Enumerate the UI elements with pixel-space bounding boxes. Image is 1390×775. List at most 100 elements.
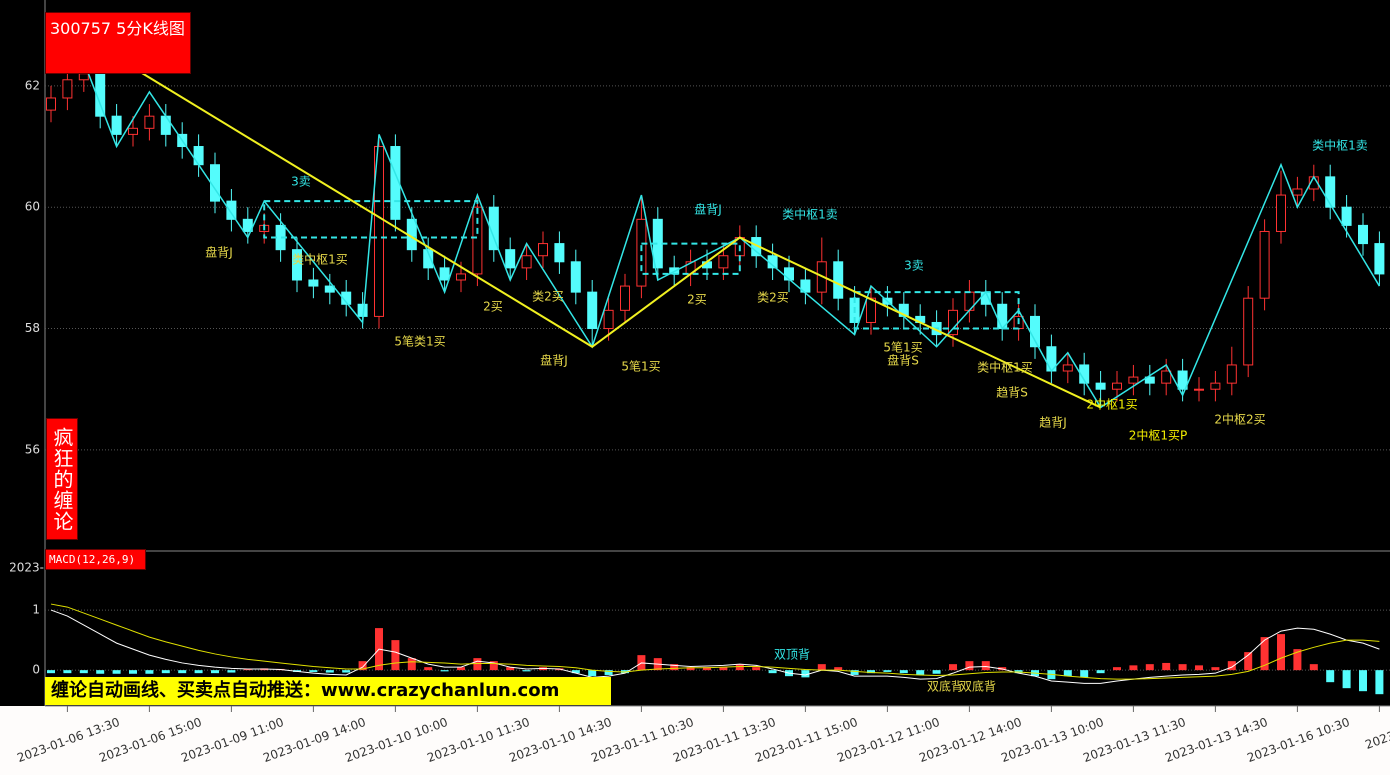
annotation: 双底背: [927, 679, 963, 694]
annotation: 类中枢1卖: [1312, 138, 1368, 153]
candle-body: [554, 243, 565, 263]
annotation: 3卖: [904, 259, 924, 273]
macd-bar: [391, 640, 400, 671]
candle-body: [1062, 364, 1073, 372]
annotation: 类2买: [757, 291, 789, 305]
macd-bar: [588, 670, 597, 677]
macd-line: [50, 603, 1380, 680]
annotation: 2买: [483, 300, 503, 314]
macd-bar: [703, 667, 711, 671]
macd-bar: [1309, 664, 1318, 671]
candle-body: [1374, 243, 1385, 275]
background: [0, 0, 1390, 706]
macd-bar: [1326, 670, 1335, 683]
candle-body: [1194, 388, 1204, 391]
macd-bar: [112, 670, 121, 674]
y-tick-label: 0: [32, 663, 40, 677]
macd-bar: [145, 670, 154, 674]
annotation: 类中枢1卖: [782, 207, 838, 222]
annotation: 类中枢1买: [292, 252, 348, 267]
candle-body: [1177, 370, 1188, 390]
candle-body: [587, 291, 598, 330]
macd-bar: [161, 670, 170, 674]
candle-body: [242, 218, 253, 232]
macd-bar: [1277, 634, 1285, 671]
candle-body: [505, 249, 516, 269]
macd-bar: [1227, 661, 1236, 671]
bi-line: [83, 61, 1381, 409]
candle-body: [423, 249, 434, 269]
zhongshu-box: [640, 242, 741, 275]
macd-bar: [1113, 667, 1121, 671]
macd-bar: [768, 670, 777, 674]
candle-body: [341, 291, 352, 305]
macd-bar: [850, 670, 859, 675]
macd-bar: [883, 670, 892, 672]
candle-body: [111, 115, 122, 135]
macd-bar: [178, 670, 187, 674]
candle-body: [1210, 382, 1221, 390]
macd-bar: [506, 667, 515, 671]
annotation: 盘背J: [205, 245, 233, 260]
macd-bar: [719, 667, 728, 671]
candle-body: [210, 164, 220, 202]
annotation: 5笔1买: [883, 340, 922, 355]
macd-bar: [211, 670, 219, 674]
candle-body: [144, 115, 155, 129]
candle-body: [1112, 382, 1122, 390]
annotation: 盘背J: [540, 353, 568, 368]
candle-body: [292, 249, 302, 281]
candle-body: [456, 273, 466, 281]
macd-bar: [686, 667, 695, 671]
macd-bar: [1293, 649, 1302, 671]
macd-bar: [752, 667, 761, 671]
macd-bar: [1342, 670, 1351, 689]
annotation: 双顶背: [774, 648, 810, 662]
title-box: 300757 5分K线图: [45, 12, 191, 74]
candle-body: [1358, 224, 1368, 245]
candle-body: [46, 97, 56, 111]
macd-bar: [473, 658, 482, 671]
candle-body: [1325, 176, 1336, 208]
candle-body: [1292, 188, 1303, 196]
annotation: 类中枢1买: [977, 360, 1033, 375]
candle-body: [1243, 297, 1254, 366]
candle-body: [833, 261, 844, 299]
macd-bar: [801, 670, 810, 678]
macd-bar: [342, 670, 351, 673]
candle-body: [636, 218, 647, 287]
x-axis-area: [0, 706, 1390, 775]
candle-body: [62, 79, 73, 99]
macd-bar: [1195, 665, 1203, 671]
annotation: 2中枢2买: [1214, 412, 1265, 427]
macd-bar: [79, 670, 88, 674]
candle-body: [308, 279, 319, 287]
candle-body: [1095, 382, 1106, 390]
macd-bar: [1145, 664, 1154, 671]
annotation: 趋背J: [1039, 416, 1067, 430]
candle-body: [439, 267, 450, 281]
annotation: 2中枢1买: [1086, 397, 1137, 412]
macd-bar: [358, 661, 367, 671]
candle-body: [1161, 370, 1172, 384]
macd-bar: [1359, 670, 1367, 692]
macd-bar: [1260, 637, 1269, 671]
macd-bar: [1244, 652, 1253, 671]
segment-line: [132, 66, 1102, 409]
macd-bar: [1129, 665, 1138, 671]
macd-bar: [129, 670, 137, 674]
candle-body: [1128, 376, 1139, 384]
annotation: 盘背J: [694, 202, 722, 217]
y-tick-label: 62: [25, 78, 40, 92]
macd-bar: [1096, 670, 1105, 674]
candle-body: [1226, 364, 1237, 384]
annotation: 类2买: [532, 290, 564, 304]
annotation: 2中枢1买P: [1129, 428, 1188, 443]
candle-body: [620, 285, 630, 311]
macd-bar: [63, 670, 72, 674]
annotation: 5笔类1买: [394, 334, 445, 349]
candle-body: [160, 115, 171, 135]
macd-bar: [489, 661, 498, 671]
